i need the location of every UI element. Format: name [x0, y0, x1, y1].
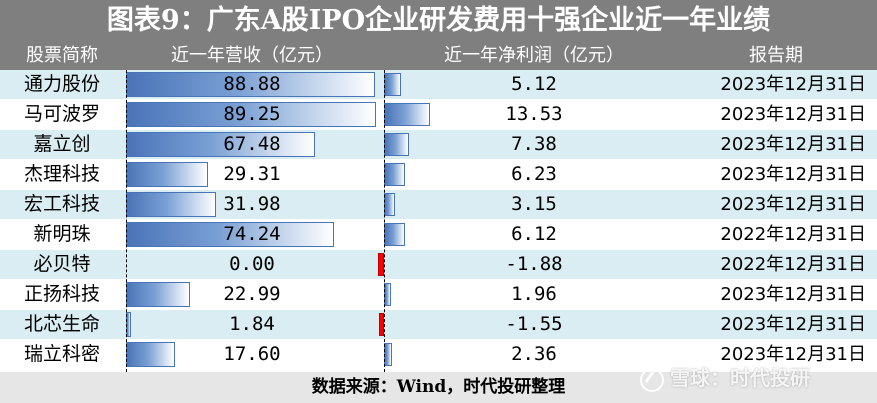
- profit-value: 5.12: [384, 70, 684, 99]
- profit-cell: -1.55: [384, 310, 684, 339]
- table-row: 北芯生命 1.84 -1.55 2023年12月31日: [0, 310, 877, 340]
- report-date: 2023年12月31日: [686, 70, 866, 99]
- stock-name: 嘉立创: [0, 130, 124, 159]
- revenue-value: 1.84: [126, 310, 378, 339]
- profit-cell: 3.15: [384, 190, 684, 219]
- profit-cell: 13.53: [384, 100, 684, 129]
- header-profit: 近一年净利润（亿元）: [384, 42, 684, 70]
- stock-name: 北芯生命: [0, 310, 124, 339]
- header-revenue: 近一年营收（亿元）: [126, 42, 378, 70]
- report-date: 2023年12月31日: [686, 160, 866, 189]
- report-date: 2023年12月31日: [686, 130, 866, 159]
- revenue-cell: 74.24: [126, 220, 378, 249]
- table-row: 杰理科技 29.31 6.23 2023年12月31日: [0, 160, 877, 190]
- revenue-value: 88.88: [126, 70, 378, 99]
- profit-cell: 2.36: [384, 340, 684, 369]
- revenue-cell: 88.88: [126, 70, 378, 99]
- stock-name: 马可波罗: [0, 100, 124, 129]
- report-date: 2023年12月31日: [686, 280, 866, 309]
- profit-cell: -1.88: [384, 250, 684, 279]
- table-header: 股票简称 近一年营收（亿元） 近一年净利润（亿元） 报告期: [0, 42, 877, 70]
- revenue-cell: 22.99: [126, 280, 378, 309]
- stock-name: 宏工科技: [0, 190, 124, 219]
- table-row: 新明珠 74.24 6.12 2022年12月31日: [0, 220, 877, 250]
- table-row: 宏工科技 31.98 3.15 2023年12月31日: [0, 190, 877, 220]
- snowball-logo-icon: [640, 368, 664, 392]
- revenue-value: 74.24: [126, 220, 378, 249]
- report-date: 2022年12月31日: [686, 220, 866, 249]
- revenue-axis-line: [126, 70, 127, 372]
- revenue-cell: 31.98: [126, 190, 378, 219]
- header-name: 股票简称: [0, 42, 124, 70]
- profit-value: -1.88: [384, 250, 684, 279]
- revenue-value: 89.25: [126, 100, 378, 129]
- revenue-cell: 0.00: [126, 250, 378, 279]
- revenue-cell: 1.84: [126, 310, 378, 339]
- profit-axis-line: [384, 70, 385, 372]
- profit-cell: 5.12: [384, 70, 684, 99]
- table-row: 必贝特 0.00 -1.88 2022年12月31日: [0, 250, 877, 280]
- revenue-value: 67.48: [126, 130, 378, 159]
- stock-name: 杰理科技: [0, 160, 124, 189]
- table-row: 正扬科技 22.99 1.96 2023年12月31日: [0, 280, 877, 310]
- table-row: 通力股份 88.88 5.12 2023年12月31日: [0, 70, 877, 100]
- revenue-cell: 89.25: [126, 100, 378, 129]
- revenue-value: 17.60: [126, 340, 378, 369]
- profit-value: 7.38: [384, 130, 684, 159]
- figure-title: 图表9：广东A股IPO企业研发费用十强企业近一年业绩: [0, 0, 877, 42]
- table-row: 马可波罗 89.25 13.53 2023年12月31日: [0, 100, 877, 130]
- profit-cell: 7.38: [384, 130, 684, 159]
- header-date: 报告期: [686, 42, 866, 70]
- profit-value: 3.15: [384, 190, 684, 219]
- watermark: 雪球：时代投研: [640, 362, 810, 394]
- profit-value: -1.55: [384, 310, 684, 339]
- watermark-text: 雪球：时代投研: [670, 366, 810, 390]
- revenue-cell: 67.48: [126, 130, 378, 159]
- revenue-value: 31.98: [126, 190, 378, 219]
- profit-cell: 6.12: [384, 220, 684, 249]
- stock-name: 必贝特: [0, 250, 124, 279]
- report-date: 2023年12月31日: [686, 310, 866, 339]
- profit-value: 6.23: [384, 160, 684, 189]
- stock-name: 瑞立科密: [0, 340, 124, 369]
- profit-value: 6.12: [384, 220, 684, 249]
- profit-cell: 6.23: [384, 160, 684, 189]
- profit-value: 1.96: [384, 280, 684, 309]
- profit-value: 2.36: [384, 340, 684, 369]
- stock-name: 新明珠: [0, 220, 124, 249]
- revenue-value: 29.31: [126, 160, 378, 189]
- report-date: 2022年12月31日: [686, 250, 866, 279]
- profit-cell: 1.96: [384, 280, 684, 309]
- revenue-cell: 17.60: [126, 340, 378, 369]
- profit-value: 13.53: [384, 100, 684, 129]
- revenue-cell: 29.31: [126, 160, 378, 189]
- report-date: 2023年12月31日: [686, 100, 866, 129]
- revenue-value: 0.00: [126, 250, 378, 279]
- stock-name: 通力股份: [0, 70, 124, 99]
- revenue-value: 22.99: [126, 280, 378, 309]
- table-row: 嘉立创 67.48 7.38 2023年12月31日: [0, 130, 877, 160]
- report-date: 2023年12月31日: [686, 190, 866, 219]
- stock-name: 正扬科技: [0, 280, 124, 309]
